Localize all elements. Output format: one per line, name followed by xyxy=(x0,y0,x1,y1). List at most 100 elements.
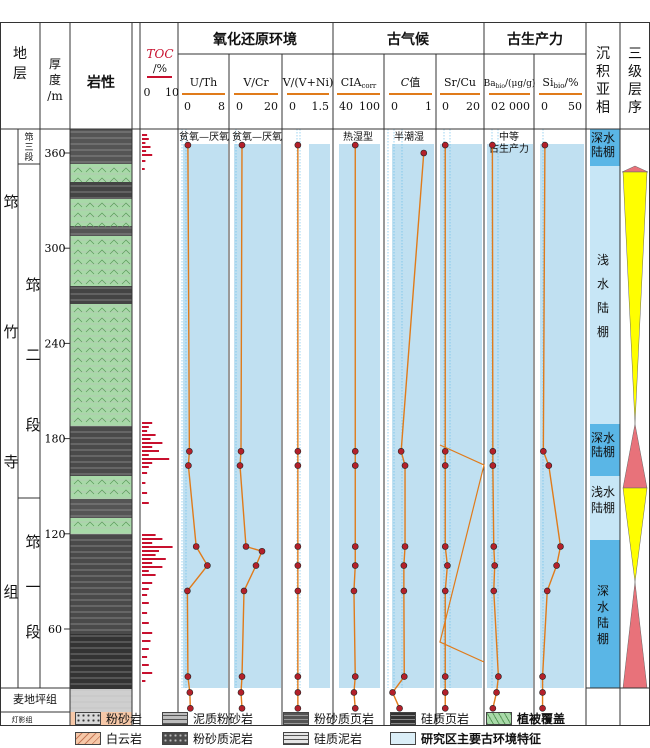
toc-bar xyxy=(142,554,156,556)
legend-label: 粉砂质页岩 xyxy=(314,712,375,726)
depth-tick-label: 240 xyxy=(45,337,66,350)
data-point xyxy=(441,689,449,696)
data-point xyxy=(351,462,359,469)
header-facies-2: 积 xyxy=(596,64,610,80)
legend-item-siliceous-mudstone: 硅质泥岩 xyxy=(283,730,362,747)
data-point xyxy=(351,447,359,455)
data-point xyxy=(351,673,359,680)
legend-swatch-siliceous-shale xyxy=(390,712,416,725)
series-title: V/Cr xyxy=(242,76,269,89)
zone-label-ba-1: 中等 xyxy=(499,130,519,143)
axis-min-label: 40 xyxy=(339,100,353,113)
series-title: Sibio/% xyxy=(542,76,578,90)
data-point xyxy=(441,587,449,595)
header-lithology: 岩性 xyxy=(86,74,115,91)
data-point xyxy=(401,543,409,550)
toc-bar xyxy=(142,146,151,148)
depth-tick-label: 360 xyxy=(45,147,66,160)
legend-label: 硅质泥岩 xyxy=(314,732,363,746)
facies-deep-top xyxy=(590,129,620,166)
toc-bar xyxy=(142,656,148,658)
data-point xyxy=(493,689,500,696)
formation-labels: 筇竹寺组 筇二段 筇一段 筇三段 麦地坪组 灯影组 xyxy=(3,131,57,724)
legend-label: 植被覆盖 xyxy=(517,712,566,726)
data-point xyxy=(490,543,498,550)
toc-bar xyxy=(142,550,159,552)
header-toc-min: 0 xyxy=(144,86,151,99)
header-thickness-3: /m xyxy=(47,89,63,103)
litho-shale-7 xyxy=(70,534,132,634)
data-point xyxy=(186,689,194,696)
depth-axis: 360 300 240 180 120 60 xyxy=(45,147,70,636)
header-thickness-2: 度 xyxy=(49,72,61,87)
header-facies-1: 沉 xyxy=(596,46,610,62)
data-point xyxy=(351,705,359,712)
legend-swatch-argillaceous-siltstone xyxy=(162,712,188,725)
data-point xyxy=(294,543,302,550)
data-point xyxy=(186,447,193,455)
litho-shale-3 xyxy=(70,226,132,236)
curve-line xyxy=(239,145,263,709)
toc-bar xyxy=(142,466,149,468)
zone-label-uth: 贫氧—厌氧 xyxy=(179,130,229,143)
header-seq-4: 序 xyxy=(628,100,642,116)
header-seq-3: 层 xyxy=(628,82,642,98)
data-point xyxy=(490,587,498,595)
header-toc-max: 10 xyxy=(165,86,179,99)
toc-bar xyxy=(142,538,163,540)
header-toc-unit: /% xyxy=(153,62,167,75)
facies-column xyxy=(590,129,620,688)
data-point xyxy=(184,141,192,149)
legend-item-siliceous-shale: 硅质页岩 xyxy=(390,710,469,727)
toc-bar xyxy=(142,558,166,560)
toc-bar xyxy=(142,672,153,674)
litho-shale-top xyxy=(70,129,132,164)
data-point xyxy=(489,141,496,149)
data-point xyxy=(400,562,408,569)
data-point xyxy=(252,562,260,569)
toc-bar xyxy=(142,574,156,576)
facies-deep-mid xyxy=(590,424,620,476)
data-point xyxy=(236,462,244,469)
toc-bar xyxy=(142,664,149,666)
header-toc-title: TOC xyxy=(146,47,173,61)
data-point xyxy=(184,673,192,680)
axis-min-label: 0 xyxy=(289,100,296,113)
axis-max-label: 20 xyxy=(466,100,480,113)
vegetation-pattern xyxy=(73,167,131,527)
depth-tick-label: 180 xyxy=(45,433,66,446)
legend-item-silty-shale: 粉砂质页岩 xyxy=(283,710,374,727)
legend-label: 白云岩 xyxy=(106,732,143,746)
zone-band-4 xyxy=(339,144,380,688)
data-point xyxy=(192,543,200,550)
environment-zones xyxy=(181,129,584,688)
zone-label-cia: 热湿型 xyxy=(343,130,373,143)
toc-bar xyxy=(142,492,148,494)
axis-min-label: 0 xyxy=(442,100,449,113)
formation-maidiping: 麦地坪组 xyxy=(13,692,57,706)
data-point xyxy=(396,705,403,712)
facies-label-shallow-top: 浅水陆棚 xyxy=(597,253,609,339)
data-point xyxy=(185,462,192,469)
litho-veg-6 xyxy=(70,518,132,534)
toc-bar xyxy=(142,150,147,152)
data-point xyxy=(237,447,245,455)
legend-item-silty-mudstone: 粉砂质泥岩 xyxy=(162,730,253,747)
facies-label-deep-mid: 深水陆棚 xyxy=(591,431,615,459)
toc-bar xyxy=(142,154,153,156)
data-point xyxy=(540,447,547,455)
data-point xyxy=(491,562,499,569)
series-title: V/(V+Ni) xyxy=(282,76,334,89)
series-title: Babio/(μg/g) xyxy=(484,78,536,90)
toc-bar xyxy=(142,446,153,448)
facies-label-deep-top: 深水陆棚 xyxy=(591,131,615,159)
legend-item-vegetation: 植被覆盖 xyxy=(486,710,565,727)
toc-bar xyxy=(142,438,151,440)
axis-max-label: 8 xyxy=(218,100,225,113)
data-point xyxy=(489,705,497,712)
toc-bar xyxy=(142,632,153,634)
litho-maidiping xyxy=(70,689,132,712)
axis-max-label: 1.5 xyxy=(312,100,330,113)
